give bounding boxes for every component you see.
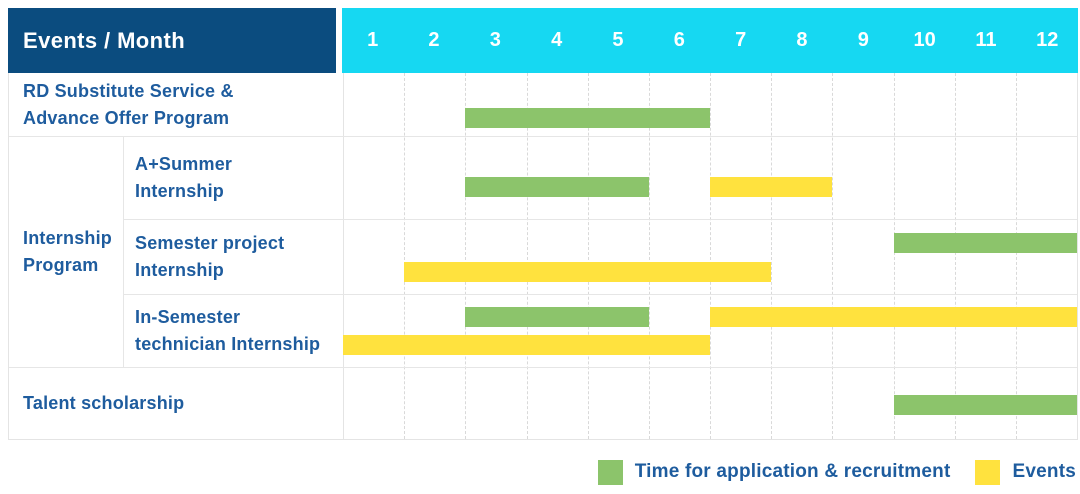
month-header-strip: 1 2 3 4 5 6 7 8 9 10 11 12 xyxy=(342,8,1078,73)
row-rd-substitute: RD Substitute Service & Advance Offer Pr… xyxy=(9,73,1077,137)
legend: Time for application & recruitment Event… xyxy=(597,458,1076,486)
row-label-line: technician Internship xyxy=(135,333,321,354)
row-in-semester-technician-internship: In-Semester technician Internship xyxy=(124,294,1077,366)
month-header-5: 5 xyxy=(612,29,624,51)
month-header-11: 11 xyxy=(975,29,997,51)
recruitment-bar xyxy=(465,307,649,327)
row-label-line: Internship xyxy=(135,260,225,280)
recruitment-bar xyxy=(893,233,1077,253)
month-header-8: 8 xyxy=(796,29,808,51)
internship-program-subrows: A+Summer Internship Semester project Int… xyxy=(123,137,1077,367)
events-swatch-icon xyxy=(975,459,1001,485)
row-a-summer-internship: A+Summer Internship xyxy=(124,137,1077,219)
row-label-talent-scholarship: Talent scholarship xyxy=(9,368,343,438)
recruitment-bar xyxy=(893,395,1077,415)
month-header-10: 10 xyxy=(913,29,936,51)
legend-label-recruitment: Time for application & recruitment xyxy=(634,461,951,482)
row-label-in-semester: In-Semester technician Internship xyxy=(124,295,343,366)
group-label-internship-program: Internship Program xyxy=(23,228,113,275)
row-label-line: Semester project xyxy=(135,233,285,253)
month-header-12: 12 xyxy=(1036,29,1059,51)
row-label-rd-substitute: RD Substitute Service & Advance Offer Pr… xyxy=(9,73,343,136)
row-label-a-summer: A+Summer Internship xyxy=(124,137,343,219)
timeline-semester-project xyxy=(343,220,1077,294)
month-header-2: 2 xyxy=(428,29,440,51)
event-bar xyxy=(404,262,772,282)
row-label-line: In-Semester xyxy=(135,306,241,327)
month-header-6: 6 xyxy=(673,29,685,51)
table-body: RD Substitute Service & Advance Offer Pr… xyxy=(8,73,1078,440)
month-header-3: 3 xyxy=(489,29,501,51)
month-header-7: 7 xyxy=(735,29,747,51)
event-bar xyxy=(343,335,710,355)
event-bar xyxy=(710,307,1077,327)
month-header-4: 4 xyxy=(551,29,563,51)
row-label-line: Internship xyxy=(135,181,225,201)
legend-label-events: Events xyxy=(1012,461,1076,482)
row-label-line: RD Substitute Service & xyxy=(23,80,234,101)
timeline-in-semester xyxy=(343,295,1077,366)
table-header-row: Events / Month 1 2 3 4 5 6 7 8 9 10 11 1… xyxy=(8,8,1078,73)
legend-item-recruitment: Time for application & recruitment xyxy=(597,459,951,485)
month-header-9: 9 xyxy=(857,29,869,51)
event-bar xyxy=(710,177,833,197)
recruitment-swatch-icon xyxy=(597,459,623,485)
row-label-line: Talent scholarship xyxy=(23,392,185,413)
recruitment-bar xyxy=(465,177,649,197)
row-label-line: A+Summer xyxy=(135,154,233,174)
gantt-table: Events / Month 1 2 3 4 5 6 7 8 9 10 11 1… xyxy=(8,8,1078,440)
events-month-header-cell: Events / Month xyxy=(8,8,336,73)
recruitment-bar xyxy=(465,108,710,128)
internship-program-group: Internship Program A+Summer Internship S… xyxy=(9,137,1077,367)
timeline-talent-scholarship xyxy=(343,368,1077,438)
row-label-line: Advance Offer Program xyxy=(23,107,230,128)
timeline-a-summer xyxy=(343,137,1077,219)
month-header-1: 1 xyxy=(367,29,379,51)
timeline-rd-substitute xyxy=(343,73,1077,136)
row-talent-scholarship: Talent scholarship xyxy=(9,367,1077,438)
row-label-semester-project: Semester project Internship xyxy=(124,220,343,294)
legend-item-events: Events xyxy=(975,459,1076,485)
row-semester-project-internship: Semester project Internship xyxy=(124,219,1077,294)
